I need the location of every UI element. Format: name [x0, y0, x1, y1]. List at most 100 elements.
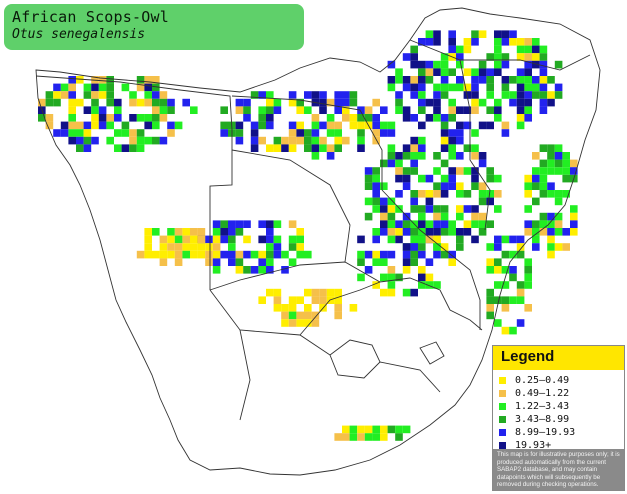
grid-cell: [418, 281, 426, 289]
grid-cell: [235, 266, 244, 274]
grid-cell: [524, 45, 532, 54]
grid-cell: [402, 266, 411, 274]
grid-cell: [471, 68, 479, 76]
grid-cell: [516, 250, 525, 259]
grid-cell: [311, 311, 320, 320]
grid-cell: [509, 273, 517, 282]
grid-cell: [471, 98, 479, 107]
grid-cell: [539, 83, 548, 92]
grid-cell: [273, 250, 282, 259]
grid-cell: [440, 121, 449, 130]
grid-cell: [281, 311, 289, 320]
grid-cell: [494, 106, 502, 114]
grid-cell: [45, 121, 54, 130]
grid-cell: [448, 182, 456, 190]
grid-cell: [448, 38, 456, 46]
grid-cell: [342, 106, 350, 114]
grid-cell: [212, 258, 221, 266]
grid-cell: [524, 174, 532, 183]
grid-cell: [440, 129, 449, 137]
grid-cell: [402, 212, 411, 221]
grid-cell: [478, 121, 487, 130]
grid-cell: [372, 121, 380, 130]
grid-cell: [501, 121, 510, 130]
grid-cell: [425, 174, 434, 183]
grid-cell: [106, 76, 114, 84]
grid-cell: [296, 235, 304, 244]
grid-cell: [266, 220, 274, 228]
grid-cell: [182, 243, 190, 251]
grid-cell: [425, 68, 434, 76]
grid-cell: [167, 129, 175, 137]
grid-cell: [220, 106, 228, 114]
grid-cell: [395, 167, 403, 175]
grid-cell: [273, 304, 282, 312]
grid-cell: [402, 144, 411, 152]
grid-cell: [402, 220, 411, 228]
grid-cell: [418, 212, 426, 221]
grid-cell: [319, 144, 327, 152]
grid-cell: [402, 83, 411, 92]
grid-cell: [554, 243, 563, 251]
grid-cell: [197, 243, 206, 251]
grid-cell: [478, 68, 487, 76]
grid-cell: [456, 152, 464, 160]
grid-cell: [357, 250, 365, 259]
grid-cell: [182, 98, 190, 107]
grid-cell: [387, 288, 396, 297]
grid-cell: [326, 288, 335, 297]
grid-cell: [532, 60, 540, 69]
grid-cell: [456, 129, 464, 137]
grid-cell: [357, 106, 365, 114]
grid-cell: [524, 182, 532, 190]
border-provinces-3: [379, 361, 441, 393]
grid-cell: [197, 228, 206, 236]
grid-cell: [524, 273, 532, 282]
grid-cell: [554, 228, 563, 236]
grid-cell: [304, 129, 312, 137]
grid-cell: [433, 98, 441, 107]
grid-cell: [288, 243, 297, 251]
grid-cell: [334, 144, 342, 152]
grid-cell: [364, 266, 373, 274]
grid-cell: [425, 60, 434, 69]
grid-cell: [83, 136, 92, 145]
grid-cell: [433, 114, 441, 122]
grid-cell: [167, 228, 175, 236]
grid-cell: [456, 45, 464, 54]
grid-cell: [60, 83, 69, 92]
grid-cell: [501, 30, 510, 38]
grid-cell: [387, 281, 396, 289]
grid-cell: [380, 220, 388, 228]
grid-cell: [456, 76, 464, 84]
grid-cell: [494, 38, 502, 46]
grid-cell: [53, 129, 61, 137]
grid-cell: [418, 91, 426, 99]
grid-cell: [144, 136, 152, 145]
grid-cell: [273, 106, 282, 114]
grid-cell: [387, 273, 396, 282]
grid-cell: [76, 98, 84, 107]
grid-cell: [266, 258, 274, 266]
grid-cell: [266, 121, 274, 130]
grid-cell: [440, 174, 449, 183]
grid-cell: [91, 121, 99, 130]
grid-cell: [235, 129, 244, 137]
grid-cell: [448, 250, 456, 259]
grid-cell: [83, 91, 92, 99]
grid-cell: [364, 197, 373, 206]
grid-cell: [433, 91, 441, 99]
grid-cell: [425, 30, 434, 38]
grid-cell: [501, 281, 510, 289]
grid-cell: [174, 243, 183, 251]
grid-cell: [448, 129, 456, 137]
grid-cell: [539, 228, 548, 236]
grid-cell: [349, 114, 358, 122]
grid-cell: [159, 98, 168, 107]
grid-cell: [501, 76, 510, 84]
grid-cell: [144, 83, 152, 92]
grid-cell: [433, 38, 441, 46]
grid-cell: [159, 106, 168, 114]
grid-cell: [288, 258, 297, 266]
grid-cell: [440, 76, 449, 84]
